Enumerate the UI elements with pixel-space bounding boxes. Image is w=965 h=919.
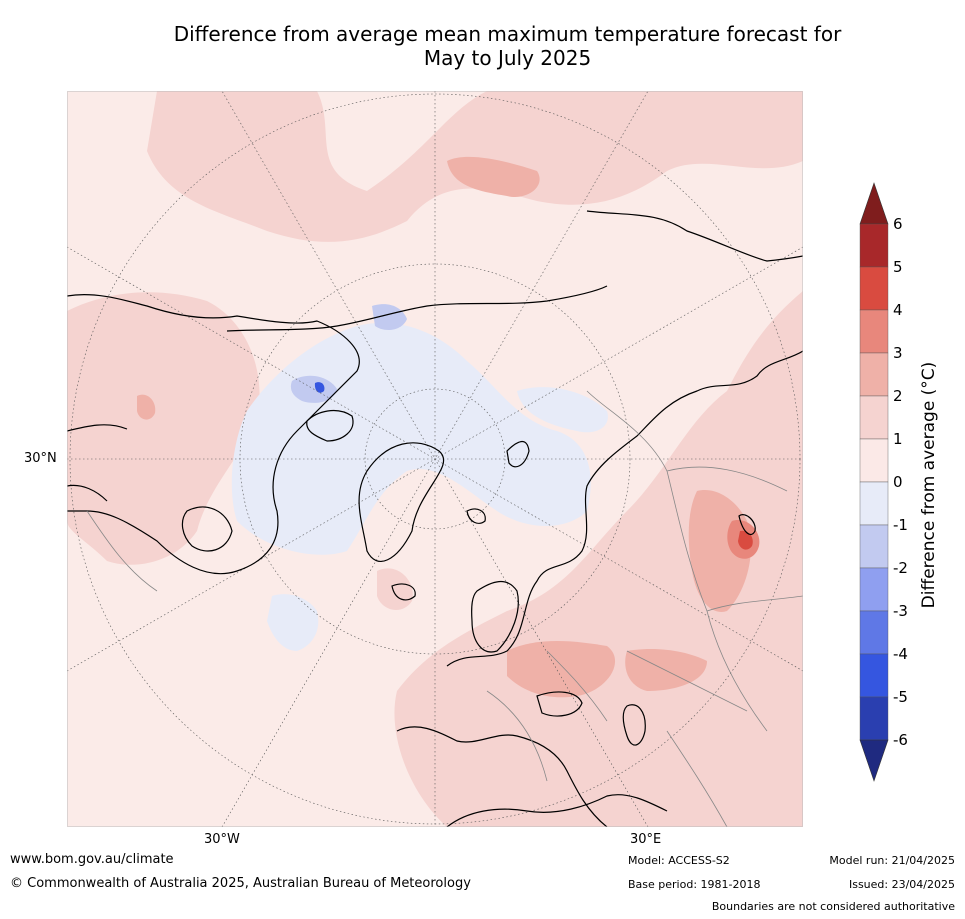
mediterranean-coast bbox=[446, 794, 668, 827]
caspian-sea bbox=[622, 704, 646, 746]
colorbar-tick-label: 0 bbox=[893, 473, 903, 491]
colorbar-swatch bbox=[859, 223, 889, 268]
footer-disclaimer: Boundaries are not considered authoritat… bbox=[711, 900, 955, 913]
colorbar-swatch bbox=[859, 352, 889, 397]
cool-core-siberian-coast bbox=[372, 304, 407, 331]
colorbar-swatch bbox=[859, 395, 889, 440]
alaska-coast bbox=[67, 424, 128, 502]
map-frame bbox=[67, 91, 803, 827]
graticule bbox=[67, 91, 803, 827]
footer-base-period: Base period: 1981-2018 bbox=[628, 878, 761, 891]
colorbar-swatch bbox=[859, 524, 889, 569]
novaya-zemlya bbox=[506, 441, 530, 468]
footer-website[interactable]: www.bom.gov.au/climate bbox=[10, 852, 174, 867]
colorbar-tick-label: 4 bbox=[893, 301, 903, 319]
footer-copyright: © Commonwealth of Australia 2025, Austra… bbox=[10, 876, 471, 891]
svalbard bbox=[466, 508, 486, 524]
colorbar-swatch bbox=[859, 266, 889, 311]
borders bbox=[86, 390, 803, 827]
cool-region-barents bbox=[517, 387, 608, 433]
greenland-coast bbox=[358, 442, 445, 562]
map-title: Difference from average mean maximum tem… bbox=[60, 22, 955, 70]
lake-baikal bbox=[738, 514, 756, 536]
colorbar-tick-label: -3 bbox=[893, 602, 908, 620]
colorbar-tick-label: 6 bbox=[893, 215, 903, 233]
colorbar-swatch bbox=[859, 481, 889, 526]
colorbar-tick-label: 3 bbox=[893, 344, 903, 362]
colorbar-swatch bbox=[859, 438, 889, 483]
colorbar-swatches bbox=[859, 182, 889, 782]
colorbar-tick-label: 2 bbox=[893, 387, 903, 405]
canadian-archipelago bbox=[306, 409, 354, 442]
colorbar-tick-label: -1 bbox=[893, 516, 908, 534]
title-line-2: May to July 2025 bbox=[423, 46, 592, 70]
coastlines bbox=[67, 210, 803, 827]
hudson-bay bbox=[181, 506, 233, 552]
colorbar: 6 5 4 3 2 1 0 -1 -2 -3 -4 -5 -6 Difference from aver… bbox=[859, 182, 939, 782]
colorbar-swatch bbox=[859, 696, 889, 741]
colorbar-tick-label: -4 bbox=[893, 645, 908, 663]
footer-model-run: Model run: 21/04/2025 bbox=[829, 854, 955, 867]
colorbar-label: Difference from average (°C) bbox=[919, 362, 939, 609]
cool-region-atlantic bbox=[267, 594, 319, 651]
forecast-map bbox=[67, 91, 803, 827]
colorbar-tick-label: -5 bbox=[893, 688, 908, 706]
hotspot-siberia-core bbox=[738, 530, 753, 550]
colorbar-arrow-top bbox=[859, 182, 889, 225]
north-america-coast bbox=[67, 294, 360, 575]
lat-label-30n: 30°N bbox=[24, 451, 57, 466]
colorbar-tick-label: -2 bbox=[893, 559, 908, 577]
footer-model: Model: ACCESS-S2 bbox=[628, 854, 730, 867]
lon-label-30e: 30°E bbox=[630, 832, 662, 847]
warm-core-europe bbox=[507, 641, 616, 698]
colorbar-swatch bbox=[859, 653, 889, 698]
warm-region-asia bbox=[394, 291, 803, 827]
colorbar-ticks: 6 5 4 3 2 1 0 -1 -2 -3 -4 -5 -6 bbox=[893, 215, 908, 749]
meridian-60e bbox=[67, 246, 803, 672]
colorbar-arrow-bottom bbox=[859, 739, 889, 782]
lon-label-30w: 30°W bbox=[204, 832, 240, 847]
footer-issued: Issued: 23/04/2025 bbox=[848, 878, 955, 891]
iceland bbox=[391, 583, 416, 601]
cool-spot-deep bbox=[314, 382, 325, 393]
eurasia-coast bbox=[446, 210, 803, 667]
scandinavia-coast bbox=[471, 581, 519, 653]
parallel-80n bbox=[364, 388, 506, 530]
colorbar-swatch bbox=[859, 309, 889, 354]
colorbar-tick-label: 1 bbox=[893, 430, 903, 448]
colorbar-tick-label: 5 bbox=[893, 258, 903, 276]
title-line-1: Difference from average mean maximum tem… bbox=[173, 22, 842, 46]
black-sea bbox=[536, 691, 583, 717]
warm-region-north-america bbox=[67, 292, 260, 565]
europe-coast bbox=[396, 726, 608, 827]
colorbar-swatch bbox=[859, 567, 889, 612]
warm-core-alaska bbox=[137, 394, 156, 420]
warm-core-pacific bbox=[447, 156, 540, 197]
colorbar-tick-label: -6 bbox=[893, 731, 908, 749]
siberia-east-coast bbox=[226, 285, 608, 332]
colorbar-swatch bbox=[859, 610, 889, 655]
